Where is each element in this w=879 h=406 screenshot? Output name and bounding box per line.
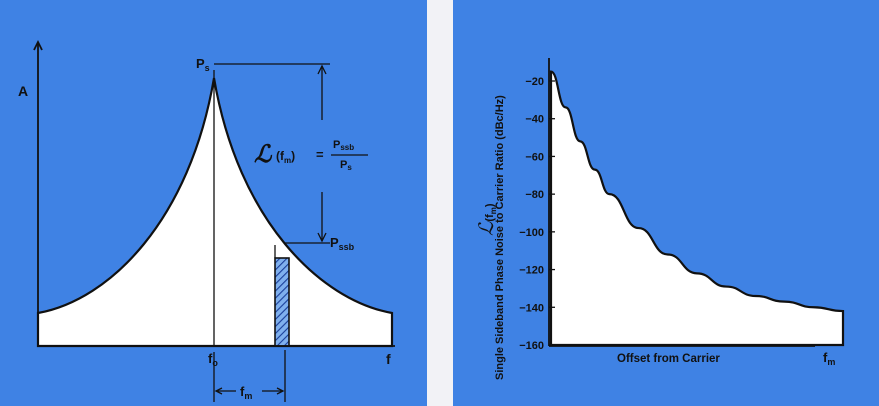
ratio-arrowhead-down bbox=[317, 232, 327, 243]
right-chart: −20 −40 −60 −80 −100 −120 −140 −160 Single Side… bbox=[453, 0, 879, 406]
y-tick-group: −20 −40 −60 −80 −100 −120 −140 −160 bbox=[519, 76, 555, 352]
spectrum-curve bbox=[36, 77, 394, 348]
fo-label: fo bbox=[208, 351, 218, 368]
y-tick-label: −120 bbox=[519, 265, 544, 277]
left-y-axis-label: A bbox=[18, 83, 28, 99]
formula-equals: = bbox=[316, 147, 324, 162]
right-y-axis-title: Single Sideband Phase Noise to Carrier R… bbox=[494, 95, 506, 380]
left-x-axis-label: f bbox=[386, 351, 391, 367]
pssb-label: Pssb bbox=[330, 235, 355, 252]
formula-argument: (fm) bbox=[276, 149, 295, 165]
ratio-arrowhead-up bbox=[317, 64, 327, 75]
ps-label: Ps bbox=[196, 56, 210, 73]
right-y-axis-symbol: ℒ(fm) bbox=[476, 203, 498, 236]
right-x-axis-title: Offset from Carrier bbox=[617, 353, 720, 365]
formula-denominator: Ps bbox=[340, 159, 352, 172]
y-tick-label: −60 bbox=[525, 151, 544, 163]
fm-arrowhead-right bbox=[276, 387, 285, 395]
formula-numerator: Pssb bbox=[333, 139, 354, 152]
sideband-hatched-bar bbox=[274, 257, 290, 347]
y-axis-arrow bbox=[33, 39, 43, 51]
y-tick-label: −20 bbox=[525, 76, 544, 88]
y-tick-label: −140 bbox=[519, 302, 544, 314]
y-tick-label: −100 bbox=[519, 227, 544, 239]
phase-noise-formula: ℒ (fm) = Pssb Ps bbox=[254, 139, 368, 172]
script-l-symbol: ℒ bbox=[254, 141, 273, 168]
left-chart: A f Ps Pssb fo fm ℒ (fm) = Pssb Ps bbox=[0, 0, 427, 406]
y-tick-label: −80 bbox=[525, 189, 544, 201]
right-x-end-label: fm bbox=[823, 350, 835, 367]
fm-arrowhead-left bbox=[214, 387, 223, 395]
y-tick-label: −160 bbox=[519, 340, 544, 352]
fm-label: fm bbox=[240, 384, 252, 401]
y-tick-label: −40 bbox=[525, 114, 544, 126]
phase-noise-curve bbox=[549, 70, 845, 347]
